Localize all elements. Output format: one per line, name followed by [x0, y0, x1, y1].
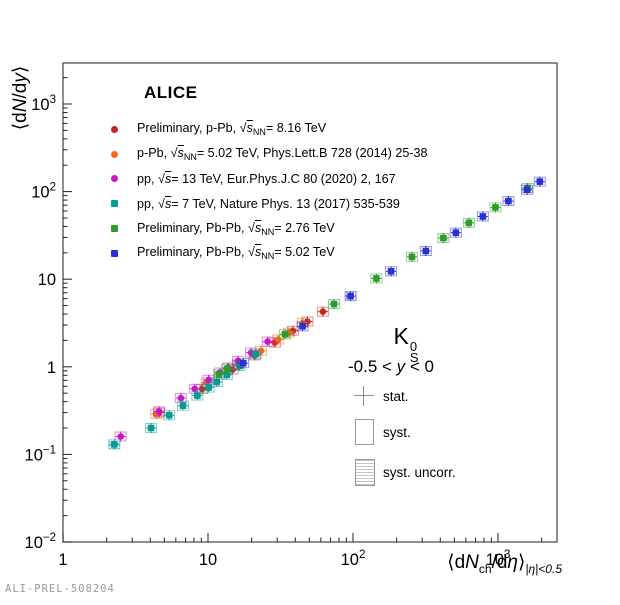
data-point [194, 392, 201, 399]
error-key-syst: syst. [354, 419, 456, 446]
axis-tick-label: 10 [38, 271, 56, 289]
error-key-syst_uncorr: syst. uncorr. [354, 459, 456, 486]
legend-item-0: Preliminary, p-Pb, √sNN= 8.16 TeV [108, 117, 428, 142]
legend-marker-icon [111, 225, 118, 233]
error-key: stat. syst. syst. uncorr. [354, 386, 456, 499]
legend-item-5: Preliminary, Pb-Pb, √sNN= 5.02 TeV [108, 241, 428, 266]
legend-marker-icon [111, 200, 118, 208]
axis-tick-label: 103 [486, 549, 511, 569]
data-point [536, 178, 544, 185]
data-point [205, 384, 212, 391]
legend-item-label: pp, √s= 13 TeV, Eur.Phys.J.C 80 (2020) 2… [137, 171, 396, 186]
data-point [177, 394, 185, 402]
watermark-label: ALI-PREL-508204 [5, 583, 115, 595]
data-point [299, 322, 306, 330]
page-title: ALICE [144, 83, 198, 102]
data-point [215, 371, 223, 378]
syst_uncorr-icon [354, 459, 376, 486]
legend-item-label: p-Pb, √sNN= 5.02 TeV, Phys.Lett.B 728 (2… [137, 146, 428, 163]
data-point [479, 213, 487, 220]
data-point [281, 330, 289, 338]
axis-tick-label: 10−2 [25, 532, 56, 552]
error-key-label: syst. [383, 425, 411, 440]
data-point [492, 204, 499, 211]
legend-marker-icon [111, 249, 118, 257]
data-point [191, 385, 199, 393]
stat-icon [354, 386, 376, 406]
series-2 [114, 336, 274, 442]
data-point [319, 308, 327, 315]
data-point [422, 247, 430, 255]
axis-tick-label: 103 [31, 94, 56, 114]
data-point [252, 350, 259, 358]
data-point [111, 441, 118, 448]
data-point [347, 292, 354, 300]
series-5 [237, 176, 546, 369]
data-point [224, 365, 231, 373]
data-point [330, 300, 338, 308]
series-3 [108, 349, 262, 450]
axis-tick-label: 102 [31, 182, 56, 202]
plot-frame [62, 62, 558, 543]
error-key-label: syst. uncorr. [383, 465, 456, 480]
data-point [147, 424, 155, 432]
data-point [465, 219, 473, 227]
legend-item-3: pp, √s= 7 TeV, Nature Phys. 13 (2017) 53… [108, 191, 428, 216]
legend-item-label: pp, √s= 7 TeV, Nature Phys. 13 (2017) 53… [137, 196, 400, 211]
legend-item-label: Preliminary, Pb-Pb, √sNN= 2.76 TeV [137, 220, 335, 237]
data-point [505, 197, 512, 205]
data-point [523, 186, 531, 194]
legend-marker-icon [111, 175, 118, 183]
axis-tick-label: 10 [199, 551, 217, 569]
axis-tick-label: 102 [341, 549, 366, 569]
data-point [373, 275, 380, 282]
data-point [408, 253, 416, 261]
legend-item-label: Preliminary, Pb-Pb, √sNN= 5.02 TeV [137, 245, 335, 262]
legend-item-2: pp, √s= 13 TeV, Eur.Phys.J.C 80 (2020) 2… [108, 167, 428, 192]
annotation-rapidity: -0.5 < y < 0 [347, 357, 434, 376]
data-point [239, 359, 247, 367]
data-point [179, 402, 187, 409]
legend: Preliminary, p-Pb, √sNN= 8.16 TeV p-Pb, √… [108, 117, 428, 266]
x-axis-label: ⟨dNch/dη⟩|η|<0.5 [447, 552, 562, 576]
data-point [274, 336, 282, 343]
legend-item-label: Preliminary, p-Pb, √sNN= 8.16 TeV [137, 121, 327, 138]
data-point [165, 411, 173, 419]
data-point [117, 433, 125, 440]
data-point [440, 234, 447, 242]
y-axis-label: ⟨dN/dy⟩ [10, 65, 31, 131]
data-point [236, 362, 243, 370]
data-point [205, 376, 212, 384]
error-key-label: stat. [383, 388, 409, 404]
axis-tick-label: 1 [58, 551, 67, 569]
data-point [213, 378, 221, 386]
syst-icon [354, 419, 376, 446]
data-point [387, 268, 395, 275]
axis-tick-label: 10−1 [25, 444, 56, 464]
data-point [223, 371, 231, 379]
legend-item-1: p-Pb, √sNN= 5.02 TeV, Phys.Lett.B 728 (2… [108, 142, 428, 167]
data-point [155, 408, 163, 415]
legend-marker-icon [111, 125, 118, 133]
axis-tick-label: 1 [47, 359, 56, 377]
data-point [264, 338, 271, 345]
legend-item-4: Preliminary, Pb-Pb, √sNN= 2.76 TeV [108, 216, 428, 241]
data-point [452, 229, 460, 236]
legend-marker-icon [111, 150, 118, 158]
error-key-stat: stat. [354, 386, 456, 406]
